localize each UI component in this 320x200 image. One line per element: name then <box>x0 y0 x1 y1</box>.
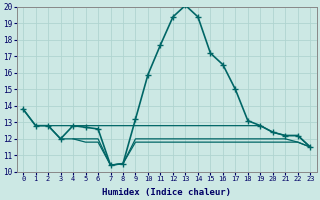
X-axis label: Humidex (Indice chaleur): Humidex (Indice chaleur) <box>102 188 231 197</box>
